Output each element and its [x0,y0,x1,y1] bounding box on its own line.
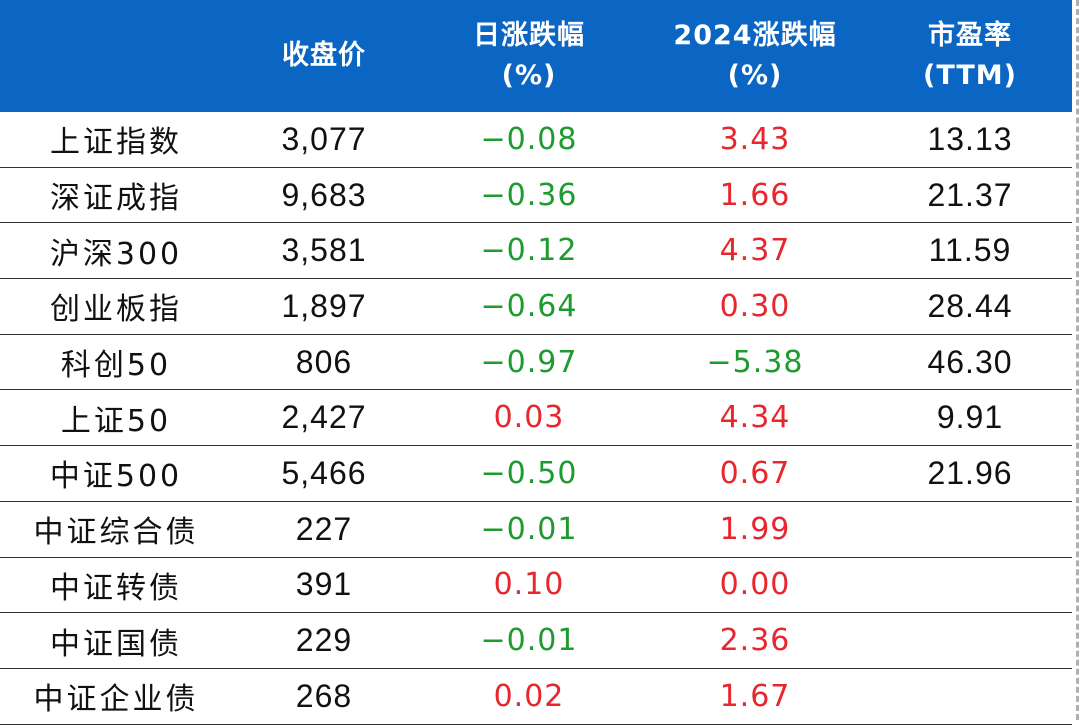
table-row: 中证500 5,466 −0.50 0.67 21.96 [0,445,1072,502]
header-pe-line1: 市盈率 [928,20,1012,51]
ytd-change-cell: 0.30 [642,278,868,335]
daily-change-cell: −0.36 [416,167,642,224]
pe-ratio-cell [868,557,1072,614]
pe-ratio-cell: 21.96 [868,445,1072,502]
daily-change-cell: 0.10 [416,557,642,614]
index-name-cell: 中证企业债 [0,668,232,725]
header-daily-change: 日涨跌幅 (%) [416,0,642,112]
table-header-row: 收盘价 日涨跌幅 (%) 2024涨跌幅 (%) 市盈率 (TTM) [0,0,1072,112]
table-row: 上证指数 3,077 −0.08 3.43 13.13 [0,112,1072,168]
index-name-cell: 中证综合债 [0,501,232,558]
table-row: 科创50 806 −0.97 −5.38 46.30 [0,334,1072,391]
close-price-cell: 3,581 [232,222,416,280]
pe-ratio-cell: 28.44 [868,278,1072,335]
header-daily-line2: (%) [501,60,557,91]
close-price-cell: 5,466 [232,445,416,502]
daily-change-cell: −0.01 [416,501,642,558]
ytd-change-cell: 1.99 [642,501,868,558]
close-price-cell: 1,897 [232,278,416,335]
ytd-change-cell: 0.00 [642,557,868,614]
table-body: 上证指数 3,077 −0.08 3.43 13.13 深证成指 9,683 −0.36 1.6… [0,112,1072,725]
pe-ratio-cell: 46.30 [868,334,1072,391]
close-price-cell: 227 [232,501,416,558]
table-row: 沪深300 3,581 −0.12 4.37 11.59 [0,222,1072,280]
pe-ratio-cell [868,501,1072,558]
close-price-cell: 268 [232,668,416,725]
ytd-change-cell: −5.38 [642,334,868,391]
pe-ratio-cell [868,612,1072,669]
index-name-cell: 沪深300 [0,222,232,280]
index-name-cell: 中证转债 [0,557,232,614]
daily-change-cell: −0.08 [416,112,642,168]
index-name-cell: 中证国债 [0,612,232,669]
pe-ratio-cell: 11.59 [868,222,1072,280]
header-ytd-line1: 2024涨跌幅 [673,20,837,51]
header-daily-line1: 日涨跌幅 [473,20,585,51]
index-name-cell: 创业板指 [0,278,232,335]
ytd-change-cell: 1.66 [642,167,868,224]
table-row: 中证国债 229 −0.01 2.36 [0,612,1072,669]
close-price-cell: 806 [232,334,416,391]
daily-change-cell: −0.64 [416,278,642,335]
table-row: 创业板指 1,897 −0.64 0.30 28.44 [0,278,1072,335]
daily-change-cell: 0.02 [416,668,642,725]
header-pe-line2: (TTM) [922,60,1017,91]
header-close-price: 收盘价 [232,0,416,112]
close-price-cell: 391 [232,557,416,614]
index-name-cell: 上证指数 [0,112,232,168]
header-name [0,0,232,112]
close-price-cell: 9,683 [232,167,416,224]
table-row: 深证成指 9,683 −0.36 1.66 21.37 [0,167,1072,224]
ytd-change-cell: 1.67 [642,668,868,725]
daily-change-cell: −0.50 [416,445,642,502]
table-row: 上证50 2,427 0.03 4.34 9.91 [0,389,1072,447]
index-name-cell: 深证成指 [0,167,232,224]
pe-ratio-cell: 21.37 [868,167,1072,224]
daily-change-cell: −0.12 [416,222,642,280]
index-name-cell: 科创50 [0,334,232,391]
header-close-label: 收盘价 [282,40,366,71]
index-name-cell: 上证50 [0,389,232,447]
ytd-change-cell: 3.43 [642,112,868,168]
table-row: 中证企业债 268 0.02 1.67 [0,668,1072,725]
header-ytd-change: 2024涨跌幅 (%) [642,0,868,112]
ytd-change-cell: 4.37 [642,222,868,280]
right-edge-divider [1076,0,1079,720]
close-price-cell: 229 [232,612,416,669]
pe-ratio-cell [868,668,1072,725]
pe-ratio-cell: 13.13 [868,112,1072,168]
header-ytd-line2: (%) [727,60,783,91]
close-price-cell: 3,077 [232,112,416,168]
header-pe-ratio: 市盈率 (TTM) [868,0,1072,112]
ytd-change-cell: 2.36 [642,612,868,669]
ytd-change-cell: 4.34 [642,389,868,447]
daily-change-cell: −0.97 [416,334,642,391]
daily-change-cell: −0.01 [416,612,642,669]
close-price-cell: 2,427 [232,389,416,447]
daily-change-cell: 0.03 [416,389,642,447]
ytd-change-cell: 0.67 [642,445,868,502]
index-name-cell: 中证500 [0,445,232,502]
pe-ratio-cell: 9.91 [868,389,1072,447]
table-row: 中证综合债 227 −0.01 1.99 [0,501,1072,558]
table-row: 中证转债 391 0.10 0.00 [0,557,1072,614]
